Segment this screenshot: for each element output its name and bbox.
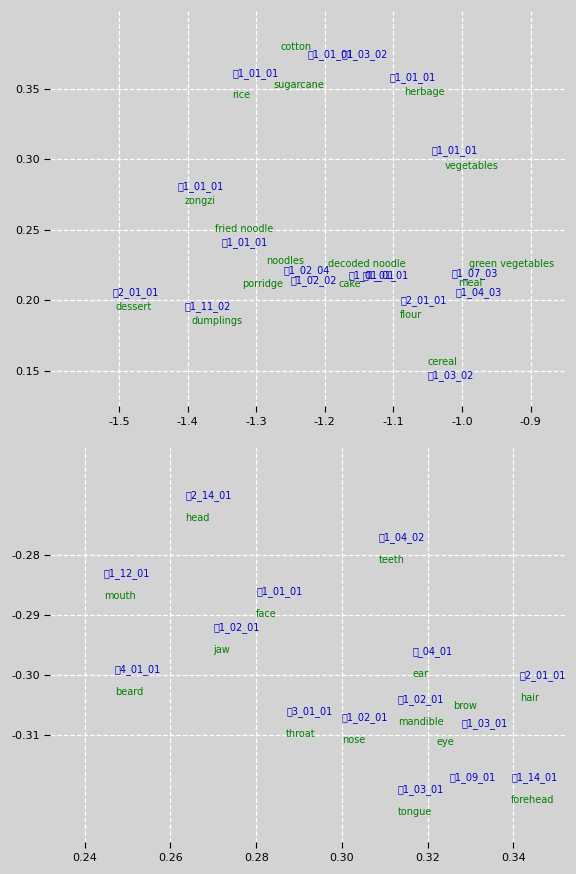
Text: 目1_09_01: 目1_09_01 <box>449 772 495 782</box>
Text: 发2_01_01: 发2_01_01 <box>520 670 566 681</box>
Text: eye: eye <box>436 737 454 746</box>
Text: 耑_04_01: 耑_04_01 <box>412 646 453 657</box>
Text: cotton: cotton <box>280 42 312 52</box>
Text: forehead: forehead <box>511 794 555 805</box>
Text: 萱1_07_03: 萱1_07_03 <box>452 268 498 279</box>
Text: 蘅1_01_01: 蘅1_01_01 <box>232 68 278 79</box>
Text: flour: flour <box>400 310 423 320</box>
Text: 杈1_01_01: 杈1_01_01 <box>349 270 395 281</box>
Text: ear: ear <box>412 669 429 679</box>
Text: cake: cake <box>339 279 361 289</box>
Text: 梁1_03_02: 梁1_03_02 <box>428 370 474 381</box>
Text: 粘2_01_01: 粘2_01_01 <box>400 295 446 306</box>
Text: 团1_11_02: 团1_11_02 <box>184 301 230 312</box>
Text: 鼻1_02_01: 鼻1_02_01 <box>342 711 388 723</box>
Text: fried noodle: fried noodle <box>215 224 273 234</box>
Text: dumplings: dumplings <box>191 316 242 326</box>
Text: 犙1_04_02: 犙1_04_02 <box>378 532 425 543</box>
Text: sugarcane: sugarcane <box>274 80 324 90</box>
Text: vegetables: vegetables <box>445 161 499 170</box>
Text: 卜1_01_01: 卜1_01_01 <box>431 146 478 156</box>
Text: 胡4_01_01: 胡4_01_01 <box>115 664 161 675</box>
Text: 砈1_01_01: 砈1_01_01 <box>362 270 409 281</box>
Text: zongzi: zongzi <box>184 196 215 205</box>
Text: mandible: mandible <box>397 717 444 727</box>
Text: nose: nose <box>342 735 365 745</box>
Text: jaw: jaw <box>213 645 230 655</box>
Text: green vegetables: green vegetables <box>469 260 554 269</box>
Text: 粘1_01_01: 粘1_01_01 <box>177 181 223 191</box>
Text: face: face <box>256 609 277 619</box>
Text: rice: rice <box>232 90 251 101</box>
Text: porridge: porridge <box>242 279 283 289</box>
Text: 徽1_01_01: 徽1_01_01 <box>222 237 268 248</box>
Text: beard: beard <box>115 687 143 697</box>
Text: dessert: dessert <box>116 302 152 312</box>
Text: 歌1_02_02: 歌1_02_02 <box>290 275 337 287</box>
Text: teeth: teeth <box>378 555 404 565</box>
Text: decoded noodle: decoded noodle <box>328 260 406 269</box>
Text: hair: hair <box>520 693 539 703</box>
Text: 禘1_03_02: 禘1_03_02 <box>342 50 388 60</box>
Text: 粁1_03_01: 粁1_03_01 <box>462 718 508 729</box>
Text: 顔1_04_03: 顔1_04_03 <box>455 287 501 297</box>
Text: cereal: cereal <box>428 357 457 367</box>
Text: herbage: herbage <box>404 87 444 97</box>
Text: tongue: tongue <box>397 807 432 816</box>
Text: 桤1_01_01: 桤1_01_01 <box>308 50 354 60</box>
Text: meal: meal <box>458 278 483 288</box>
Text: 口1_12_01: 口1_12_01 <box>104 568 150 579</box>
Text: 面1_02_04: 面1_02_04 <box>283 266 330 276</box>
Text: 颀1_02_01: 颀1_02_01 <box>397 694 444 704</box>
Text: 项1_14_01: 项1_14_01 <box>511 772 558 782</box>
Text: 唖1_01_01: 唖1_01_01 <box>256 586 302 597</box>
Text: head: head <box>185 513 210 524</box>
Text: 头2_14_01: 头2_14_01 <box>185 490 232 502</box>
Text: throat: throat <box>286 729 316 739</box>
Text: mouth: mouth <box>104 591 136 601</box>
Text: 気3_01_01: 気3_01_01 <box>286 706 332 717</box>
Text: 派2_01_01: 派2_01_01 <box>112 287 158 297</box>
Text: 芔1_01_01: 芔1_01_01 <box>390 73 436 83</box>
Text: noodles: noodles <box>267 256 305 267</box>
Text: 颀1_02_01: 颀1_02_01 <box>213 622 260 633</box>
Text: 舌1_03_01: 舌1_03_01 <box>397 784 444 794</box>
Text: brow: brow <box>453 701 478 711</box>
